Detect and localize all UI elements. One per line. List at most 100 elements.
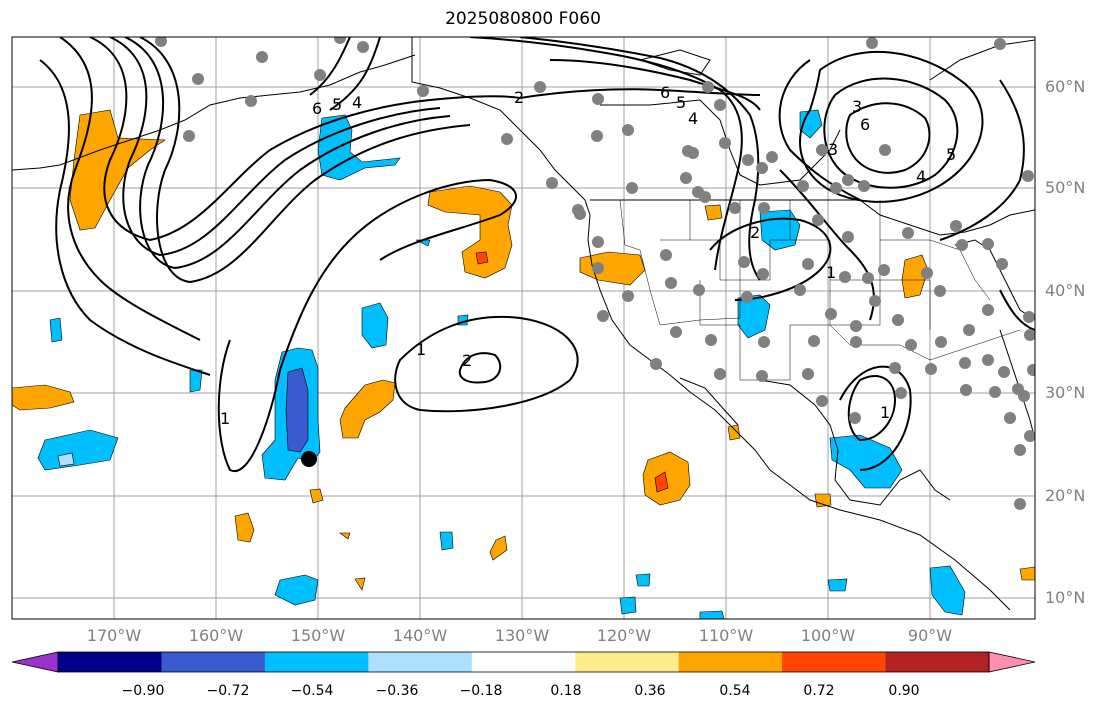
colorbar-tick-label: 0.54 xyxy=(719,683,751,699)
station-dot xyxy=(982,238,994,250)
lon-label: 140°W xyxy=(392,626,448,645)
lat-label: 20°N xyxy=(1045,486,1086,505)
station-dot xyxy=(825,308,837,320)
station-dot xyxy=(956,239,968,251)
station-dot xyxy=(1004,412,1016,424)
station-dot xyxy=(622,290,634,302)
station-dot xyxy=(960,384,972,396)
colorbar-tick-label: 0.72 xyxy=(803,683,835,699)
station-dot xyxy=(650,358,662,370)
station-dot xyxy=(862,272,874,284)
contour-label: 3 xyxy=(852,97,862,116)
station-dot xyxy=(794,284,806,296)
lon-label: 160°W xyxy=(188,626,244,645)
contour-label: 1 xyxy=(220,409,230,428)
station-dot xyxy=(758,336,770,348)
contour-label: 1 xyxy=(826,263,836,282)
station-dot xyxy=(714,99,726,111)
contour-label: 2 xyxy=(750,223,760,242)
negative-anomaly-fills xyxy=(37,109,966,619)
lon-label: 110°W xyxy=(698,626,754,645)
station-dot xyxy=(729,202,741,214)
lat-label: 60°N xyxy=(1045,77,1086,96)
contour-label: 1 xyxy=(416,340,426,359)
station-dot xyxy=(699,191,711,203)
station-dot xyxy=(905,339,917,351)
station-dot xyxy=(756,162,768,174)
contour-label: 5 xyxy=(946,145,956,164)
station-dot xyxy=(998,366,1010,378)
station-dot xyxy=(183,130,195,142)
station-dot xyxy=(889,362,901,374)
lat-label: 40°N xyxy=(1045,281,1086,300)
coastlines xyxy=(12,37,1035,611)
station-dot xyxy=(591,130,603,142)
station-dot xyxy=(982,354,994,366)
colorbar-tick-label: −0.18 xyxy=(459,683,503,699)
station-marker xyxy=(301,451,317,467)
lon-label: 90°W xyxy=(907,626,953,645)
station-dot xyxy=(738,256,750,268)
colorbar-outline xyxy=(57,651,990,673)
contour-labels: 6 5 4 2 6 5 4 3 6 5 4 3 2 1 1 2 1 1 xyxy=(220,83,956,428)
station-dot xyxy=(878,264,890,276)
colorbar-segment xyxy=(161,652,266,672)
station-dot xyxy=(892,314,904,326)
station-dots xyxy=(155,37,1035,510)
lon-label: 150°W xyxy=(290,626,346,645)
station-dot xyxy=(850,336,862,348)
station-dot xyxy=(660,249,672,261)
contour-label: 2 xyxy=(514,88,524,107)
positive-anomaly-fills xyxy=(12,109,1035,591)
lat-label: 30°N xyxy=(1045,383,1086,402)
station-dot xyxy=(741,291,753,303)
station-dot xyxy=(842,174,854,186)
station-dot xyxy=(816,395,828,407)
station-dot xyxy=(714,368,726,380)
station-dot xyxy=(155,37,167,47)
station-dot xyxy=(1027,364,1035,376)
colorbar-extend-low xyxy=(11,651,59,673)
station-dot xyxy=(334,37,346,44)
station-dot xyxy=(830,182,842,194)
station-dot xyxy=(670,326,682,338)
station-dot xyxy=(797,180,809,192)
station-dot xyxy=(192,73,204,85)
station-dot xyxy=(687,147,699,159)
colorbar-tick-label: −0.36 xyxy=(375,683,419,699)
station-dot xyxy=(866,37,878,49)
station-dot xyxy=(996,258,1008,270)
station-dot xyxy=(766,151,778,163)
colorbar xyxy=(11,651,1036,673)
contour-label: 3 xyxy=(828,140,838,159)
colorbar-segment xyxy=(368,652,473,672)
station-dot xyxy=(314,69,326,81)
station-dot xyxy=(534,81,546,93)
contour-label: 4 xyxy=(916,167,926,186)
station-dot xyxy=(902,227,914,239)
station-dot xyxy=(592,236,604,248)
station-dot xyxy=(417,85,429,97)
map-title: 2025080800 F060 xyxy=(445,9,601,29)
station-dot xyxy=(758,202,770,214)
station-dot xyxy=(925,363,937,375)
map-frame xyxy=(11,36,1036,620)
station-dot xyxy=(935,336,947,348)
station-dot xyxy=(895,387,907,399)
colorbar-tick-label: 0.18 xyxy=(550,683,582,699)
colorbar-tick-label: 0.36 xyxy=(634,683,666,699)
station-dot xyxy=(934,285,946,297)
station-dot xyxy=(757,268,769,280)
station-dot xyxy=(1023,311,1035,323)
station-dot xyxy=(921,267,933,279)
station-dot xyxy=(357,41,369,53)
contour-label: 6 xyxy=(312,99,322,118)
contour-label: 4 xyxy=(688,109,698,128)
lon-label: 120°W xyxy=(596,626,652,645)
lon-label: 100°W xyxy=(800,626,856,645)
station-dot xyxy=(719,137,731,149)
contour-label: 6 xyxy=(860,115,870,134)
colorbar-tick-label: −0.54 xyxy=(290,683,334,699)
colorbar-tick-label: 0.90 xyxy=(888,683,920,699)
station-dot xyxy=(963,324,975,336)
